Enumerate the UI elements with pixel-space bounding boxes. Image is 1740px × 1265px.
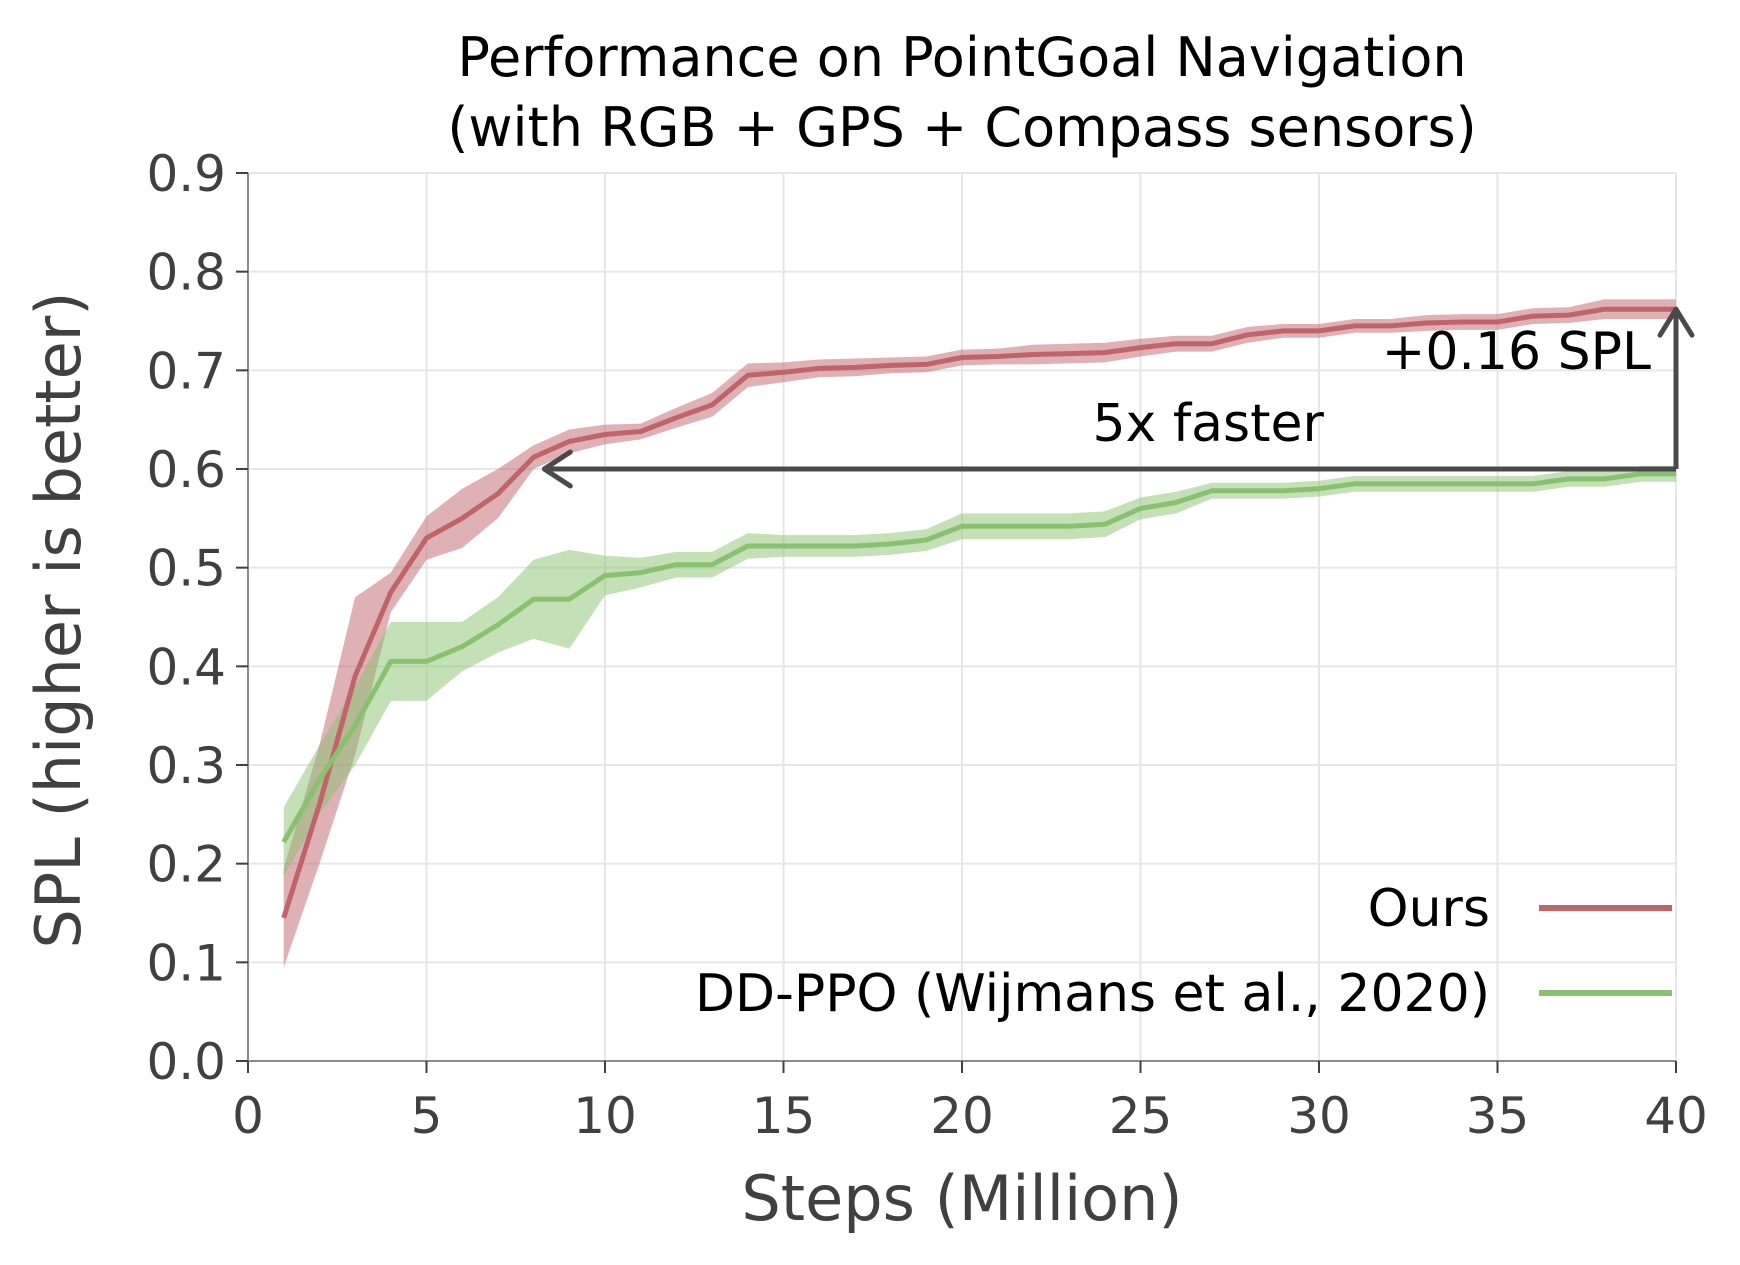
y-tick-label: 0.7	[146, 342, 226, 400]
x-tick-label: 10	[573, 1087, 637, 1145]
y-tick-label: 0.1	[146, 934, 226, 992]
y-tick-label: 0.4	[146, 638, 226, 696]
x-tick-label: 15	[752, 1087, 816, 1145]
legend-label-0: Ours	[1368, 879, 1490, 939]
x-tick-label: 35	[1466, 1087, 1530, 1145]
y-tick-label: 0.2	[146, 836, 226, 894]
x-tick-label: 40	[1644, 1087, 1708, 1145]
chart-title: Performance on PointGoal Navigation	[457, 26, 1466, 89]
confidence-band-1	[283, 466, 1677, 877]
axes: 0 5 10 15 20 25 30 35 40 0.0 0.1 0.2 0.3 0.4 0.5 0.6 0.7…	[146, 145, 1707, 1145]
x-tick-label: 20	[930, 1087, 994, 1145]
series-line-0	[281, 306, 1676, 919]
legend-label-1: DD-PPO (Wijmans et al., 2020)	[695, 964, 1490, 1024]
y-axis-label: SPL (higher is better)	[22, 292, 95, 949]
y-tick-label: 0.3	[146, 737, 226, 795]
chart-subtitle: (with RGB + GPS + Compass sensors)	[447, 96, 1476, 159]
y-tick-label: 0.8	[146, 244, 226, 302]
series-line-1	[281, 471, 1676, 844]
y-tick-label: 0.9	[146, 145, 226, 203]
annotation-arrowhead-1	[1657, 306, 1695, 338]
x-tick-label: 30	[1287, 1087, 1351, 1145]
y-tick-label: 0.0	[146, 1033, 226, 1091]
x-tick-label: 25	[1109, 1087, 1173, 1145]
y-tick-label: 0.5	[146, 540, 226, 598]
annotations: 5x faster +0.16 SPL	[541, 306, 1695, 489]
y-tick-label: 0.6	[146, 441, 226, 499]
series-lines	[281, 306, 1676, 919]
annotation-arrowhead-0	[541, 449, 573, 489]
legend: Ours DD-PPO (Wijmans et al., 2020)	[695, 879, 1672, 1024]
x-tick-label: 0	[232, 1087, 264, 1145]
grid	[247, 172, 1677, 1062]
annotation-label-1: +0.16 SPL	[1382, 322, 1651, 382]
annotation-label-0: 5x faster	[1092, 394, 1324, 454]
confidence-bands	[283, 299, 1677, 968]
x-axis-label: Steps (Million)	[741, 1162, 1182, 1235]
x-tick-label: 5	[411, 1087, 443, 1145]
